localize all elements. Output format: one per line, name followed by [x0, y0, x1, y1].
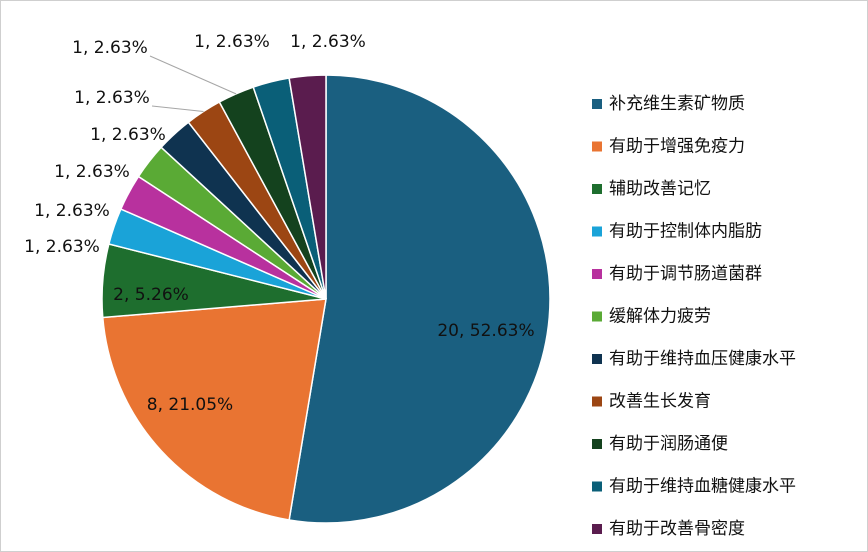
data-label: 1, 2.63% [90, 125, 166, 145]
legend-label: 缓解体力疲劳 [609, 307, 711, 327]
legend-swatch [592, 439, 602, 449]
data-label: 2, 5.26% [113, 285, 189, 305]
data-label: 1, 2.63% [72, 38, 148, 58]
data-label: 1, 2.63% [34, 201, 110, 221]
legend-label: 有助于调节肠道菌群 [609, 264, 762, 284]
legend-swatch [592, 311, 602, 322]
legend-label: 有助于改善骨密度 [609, 519, 745, 539]
legend-swatch [592, 354, 602, 364]
data-label: 1, 2.63% [74, 88, 150, 108]
data-label: 1, 2.63% [54, 162, 130, 182]
pie-slice [288, 74, 327, 300]
legend-label: 有助于维持血糖健康水平 [609, 477, 796, 497]
legend-label: 改善生长发育 [609, 392, 711, 412]
leader-line [151, 105, 204, 112]
legend-label: 有助于维持血压健康水平 [609, 349, 796, 369]
pie-slice [288, 74, 551, 524]
data-label: 20, 52.63% [437, 321, 534, 341]
data-label: 1, 2.63% [24, 237, 100, 257]
legend-label: 有助于增强免疫力 [609, 137, 745, 157]
legend-label: 有助于控制体内脂肪 [609, 222, 762, 242]
data-label: 8, 21.05% [147, 395, 233, 415]
legend-swatch [592, 184, 602, 194]
legend-swatch [592, 226, 602, 237]
legend-swatch [592, 141, 602, 152]
leader-line [149, 55, 237, 95]
legend: 补充维生素矿物质有助于增强免疫力辅助改善记忆有助于控制体内脂肪有助于调节肠道菌群… [592, 94, 796, 539]
legend-swatch [592, 481, 602, 492]
legend-swatch [592, 269, 602, 279]
legend-swatch [592, 524, 602, 534]
legend-label: 辅助改善记忆 [609, 179, 711, 199]
legend-label: 有助于润肠通便 [609, 434, 728, 454]
data-label: 1, 2.63% [290, 32, 366, 52]
legend-label: 补充维生素矿物质 [609, 94, 745, 114]
legend-swatch [592, 99, 602, 109]
data-label: 1, 2.63% [194, 32, 270, 52]
pie-slice [101, 298, 327, 521]
legend-swatch [592, 396, 602, 407]
